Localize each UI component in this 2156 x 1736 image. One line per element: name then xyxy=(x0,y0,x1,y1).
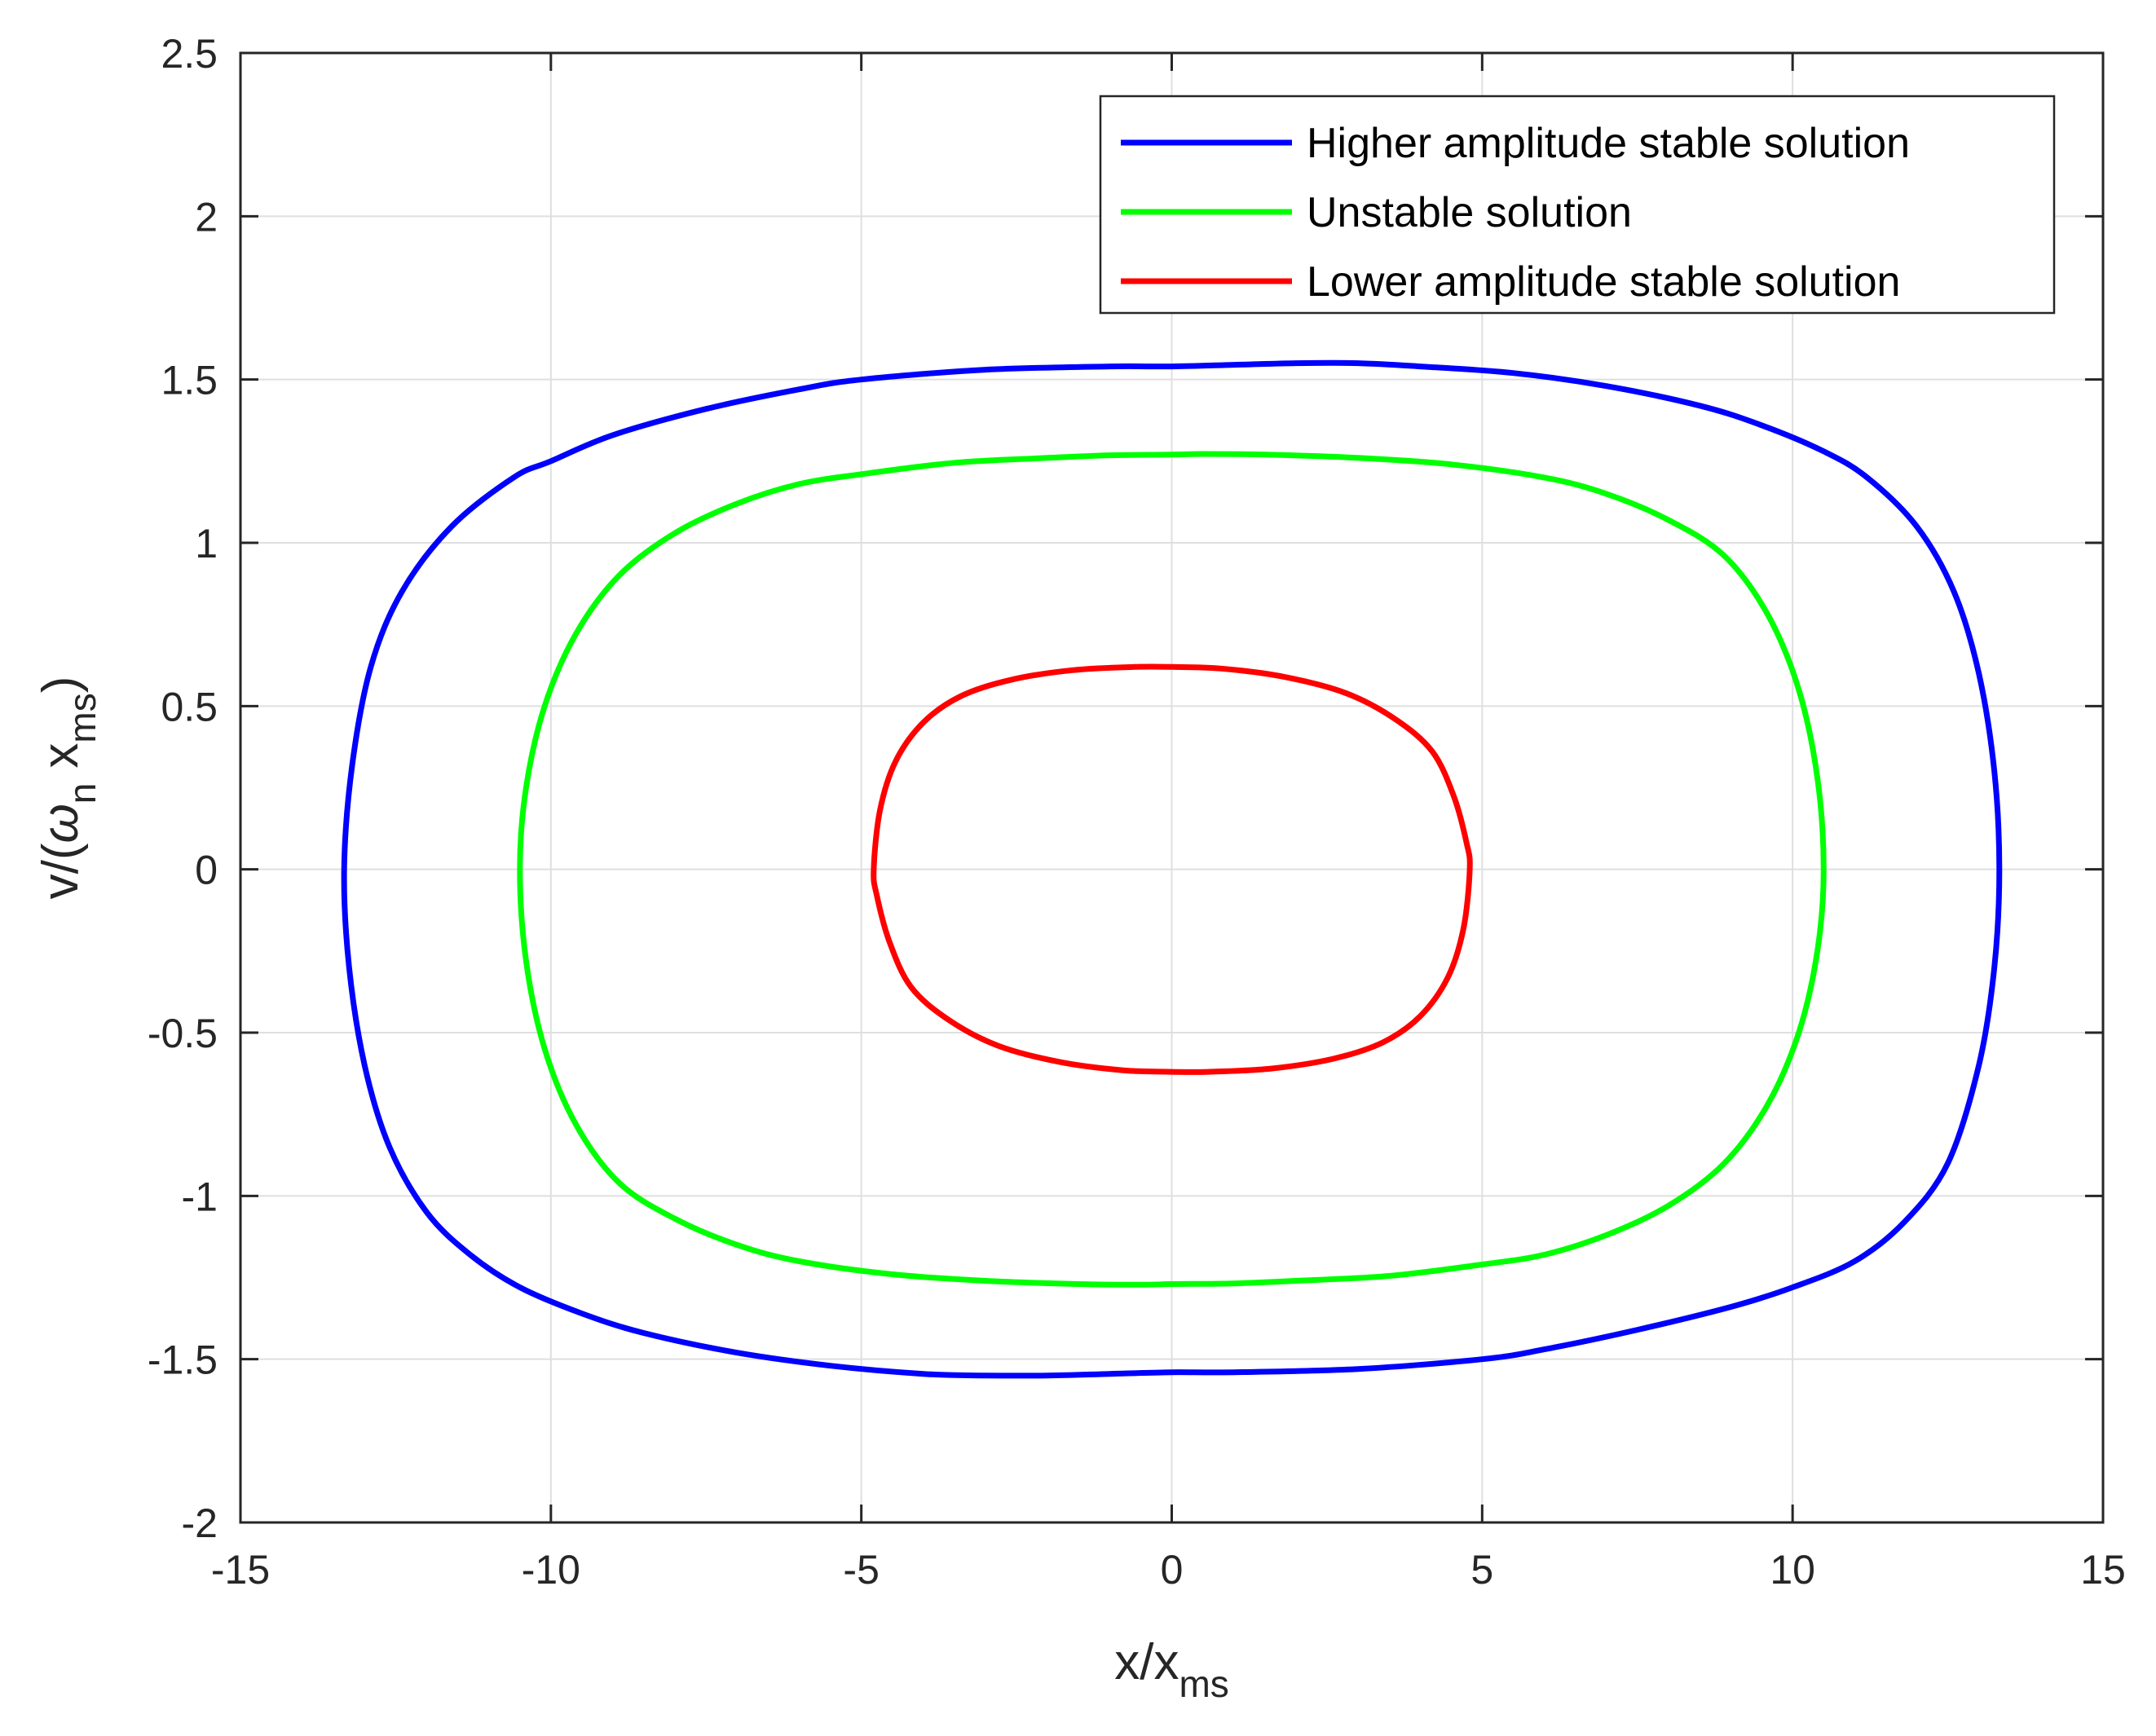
series-line-1 xyxy=(341,359,2003,1379)
y-axis-title-x: x xyxy=(33,743,89,769)
legend-label-3: Lower amplitude stable solution xyxy=(1307,258,1900,306)
x-tick-label: 10 xyxy=(1770,1547,1815,1593)
x-axis-title-main: x/x xyxy=(1114,1634,1179,1690)
legend-box xyxy=(1099,95,2056,315)
y-tick-label: 0 xyxy=(195,848,218,893)
y-tick-label: 2 xyxy=(195,194,218,240)
y-axis-title-omega: ω xyxy=(33,804,89,843)
y-axis-title-suffix: ) xyxy=(33,676,89,694)
y-axis-title-x-sub: ms xyxy=(61,693,104,742)
y-tick-label: -1.5 xyxy=(148,1337,218,1383)
tick-labels: -15 -10 -5 0 5 10 15 -2 -1.5 -1 -0.5 0 0.5 1 1.5 2 2.5 xyxy=(148,31,2126,1593)
x-tick-label: -5 xyxy=(843,1547,879,1593)
legend: Higher amplitude stable solution Unstable… xyxy=(1099,95,2056,315)
x-tick-label: -15 xyxy=(211,1547,270,1593)
y-tick-label: 2.5 xyxy=(161,31,218,77)
y-tick-label: 1 xyxy=(195,521,218,566)
series-curves xyxy=(341,359,2003,1379)
y-tick-label: -1 xyxy=(182,1174,218,1219)
x-tick-label: -10 xyxy=(522,1547,580,1593)
x-tick-label: 5 xyxy=(1470,1547,1493,1593)
x-axis-title-sub: ms xyxy=(1179,1663,1228,1705)
y-tick-label: 1.5 xyxy=(161,358,218,403)
y-axis-title-prefix: v/( xyxy=(33,843,89,899)
x-tick-label: 0 xyxy=(1161,1547,1184,1593)
y-axis-title-omega-sub: n xyxy=(61,783,104,804)
legend-label-2: Unstable solution xyxy=(1307,189,1632,236)
x-axis-title: x/xms xyxy=(1114,1634,1229,1705)
y-axis-title: v/(ωnxms) xyxy=(33,676,104,900)
series-line-2 xyxy=(517,451,1827,1288)
y-tick-label: -2 xyxy=(182,1500,218,1546)
y-tick-label: 0.5 xyxy=(161,684,218,729)
axis-ticks xyxy=(239,51,2105,1524)
legend-label-1: Higher amplitude stable solution xyxy=(1307,120,1910,167)
series-line-3 xyxy=(871,663,1473,1075)
y-tick-label: -0.5 xyxy=(148,1011,218,1056)
x-tick-label: 15 xyxy=(2080,1547,2126,1593)
